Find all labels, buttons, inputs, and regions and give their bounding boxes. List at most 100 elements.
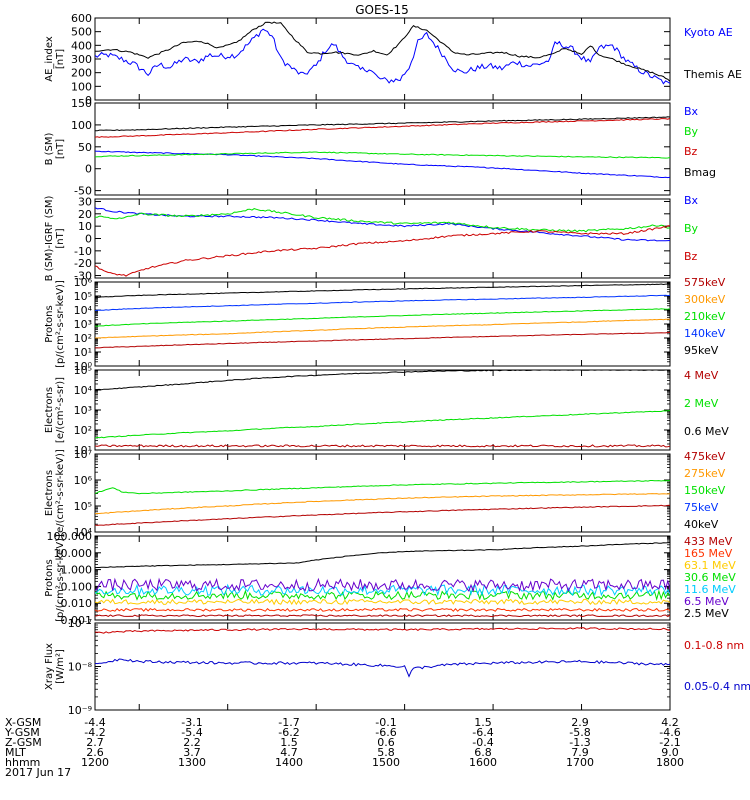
y-tick-label: 200 bbox=[71, 67, 92, 80]
series-line bbox=[95, 598, 670, 606]
legend-entry: Themis AE bbox=[683, 68, 742, 81]
legend-entry: By bbox=[684, 222, 699, 235]
series-line bbox=[95, 627, 670, 634]
series-line bbox=[95, 225, 670, 277]
footer-value: 1.5 bbox=[474, 716, 492, 729]
legend-entry: Bx bbox=[684, 194, 699, 207]
panel-6: 10⁴ 10⁵ 10⁶ 10⁷ Electrons [e/(cm²-s-sr-keV)] 4… bbox=[44, 448, 726, 539]
y-tick-label: 10⁻⁷ bbox=[68, 617, 92, 630]
y-tick-label: 100 bbox=[71, 80, 92, 93]
footer-value: -1.7 bbox=[278, 716, 299, 729]
legend-entry: 140keV bbox=[684, 327, 726, 340]
footer-value: 9.0 bbox=[661, 746, 679, 759]
y-tick-label: 10¹ bbox=[74, 444, 92, 457]
legend-entry: 63.1 MeV bbox=[684, 559, 736, 572]
footer-row-label: Z-GSM bbox=[5, 736, 42, 749]
series-line bbox=[95, 607, 670, 612]
legend-entry: 210keV bbox=[684, 310, 726, 323]
footer-value: -2.1 bbox=[659, 736, 680, 749]
panel-frame bbox=[94, 102, 671, 196]
series-line bbox=[95, 294, 670, 312]
legend-entry: 300keV bbox=[684, 293, 726, 306]
footer-value: -4.2 bbox=[84, 726, 105, 739]
series-line bbox=[95, 410, 670, 439]
y-tick-label: 300 bbox=[71, 53, 92, 66]
y-tick-label: 150 bbox=[71, 97, 92, 110]
footer-value: -0.1 bbox=[375, 716, 396, 729]
y-axis-label: B (SM) bbox=[44, 132, 55, 165]
series-line bbox=[95, 308, 670, 327]
y-tick-label: 100 bbox=[71, 119, 92, 132]
series-line bbox=[95, 479, 670, 495]
series-line bbox=[95, 116, 670, 132]
footer-value: 2.6 bbox=[86, 746, 104, 759]
legend-entry: 275keV bbox=[684, 467, 726, 480]
y-tick-label: -20 bbox=[74, 257, 92, 270]
series-line bbox=[95, 370, 670, 391]
footer-value: -5.8 bbox=[569, 726, 590, 739]
legend-entry: 475keV bbox=[684, 450, 726, 463]
panel-2: -50 0 50 100 150 B (SM) [nT] Bx By Bz Bmag bbox=[44, 97, 716, 198]
y-tick-label: 10⁰ bbox=[74, 360, 93, 373]
series-line bbox=[95, 207, 670, 242]
footer-value: 1.5 bbox=[280, 736, 298, 749]
y-axis-label: Protons bbox=[44, 305, 55, 342]
footer-value: -0.4 bbox=[472, 736, 493, 749]
series-line bbox=[95, 493, 670, 515]
y-tick-label: 0.100 bbox=[61, 580, 93, 593]
footer-value: 1500 bbox=[372, 756, 400, 769]
series-line bbox=[95, 117, 670, 138]
y-tick-label: 10⁴ bbox=[74, 526, 93, 539]
footer-value: 2.7 bbox=[86, 736, 104, 749]
series-line bbox=[95, 658, 670, 678]
legend-entry: 433 MeV bbox=[684, 535, 733, 548]
series-line bbox=[95, 151, 670, 159]
y-tick-label: 10⁵ bbox=[74, 364, 92, 377]
footer-value: -3.1 bbox=[181, 716, 202, 729]
y-tick-label: 10⁵ bbox=[74, 500, 92, 513]
series-line bbox=[95, 21, 670, 82]
y-tick-label: 0 bbox=[85, 94, 92, 107]
footer-value: 5.8 bbox=[377, 746, 395, 759]
footer-value: 1600 bbox=[469, 756, 497, 769]
series-line bbox=[95, 542, 670, 569]
panel-frame bbox=[94, 198, 671, 279]
legend-entry: 0.1-0.8 nm bbox=[684, 639, 744, 652]
y-tick-label: 50 bbox=[78, 141, 92, 154]
legend-entry: 150keV bbox=[684, 484, 726, 497]
footer-value: 2.9 bbox=[571, 716, 589, 729]
legend-entry: 95keV bbox=[684, 344, 719, 357]
y-axis-label: B (SM)-IGRF (SM) bbox=[44, 196, 55, 282]
legend-entry: Bmag bbox=[684, 166, 716, 179]
series-line bbox=[95, 28, 670, 85]
y-axis-label: Electrons bbox=[44, 387, 55, 433]
y-tick-label: -30 bbox=[74, 270, 92, 283]
y-tick-label: 20 bbox=[78, 208, 92, 221]
y-tick-label: 10³ bbox=[74, 318, 92, 331]
legend-entry: 30.6 MeV bbox=[684, 571, 736, 584]
panel-5: 10¹ 10² 10³ 10⁴ 10⁵ Electrons [e/(cm²-s-sr)] 4 … bbox=[44, 364, 729, 457]
y-tick-label: 10⁴ bbox=[74, 384, 93, 397]
y-axis-label: [p/(cm²-s-sr-keV)] bbox=[55, 534, 66, 622]
panel-7: 0.001 0.010 0.100 1.000 10.000 100.000 Protons… bbox=[44, 530, 736, 627]
legend-entry: 2 MeV bbox=[684, 397, 719, 410]
y-tick-label: 10.000 bbox=[54, 547, 93, 560]
legend-entry: By bbox=[684, 125, 699, 138]
footer-value: 3.7 bbox=[183, 746, 201, 759]
footer-date: 2017 Jun 17 bbox=[5, 766, 71, 779]
legend-entry: 4 MeV bbox=[684, 369, 719, 382]
footer-value: -4.4 bbox=[84, 716, 105, 729]
y-axis-label: Xray Flux bbox=[44, 643, 55, 690]
legend-entry: 11.6 MeV bbox=[684, 583, 736, 596]
y-axis-label: Protons bbox=[44, 559, 55, 596]
footer-value: -6.2 bbox=[278, 726, 299, 739]
footer-value: 1800 bbox=[656, 756, 684, 769]
y-axis-label: [e/(cm²-s-sr-keV)] bbox=[55, 449, 66, 537]
panel-frame bbox=[94, 369, 671, 451]
footer-row-label: X-GSM bbox=[5, 716, 41, 729]
panel-8: 10⁻⁹ 10⁻⁸ 10⁻⁷ Xray Flux [W/m²] 0.1-0.8 nm 0.0… bbox=[44, 617, 750, 717]
series-line bbox=[95, 318, 670, 339]
